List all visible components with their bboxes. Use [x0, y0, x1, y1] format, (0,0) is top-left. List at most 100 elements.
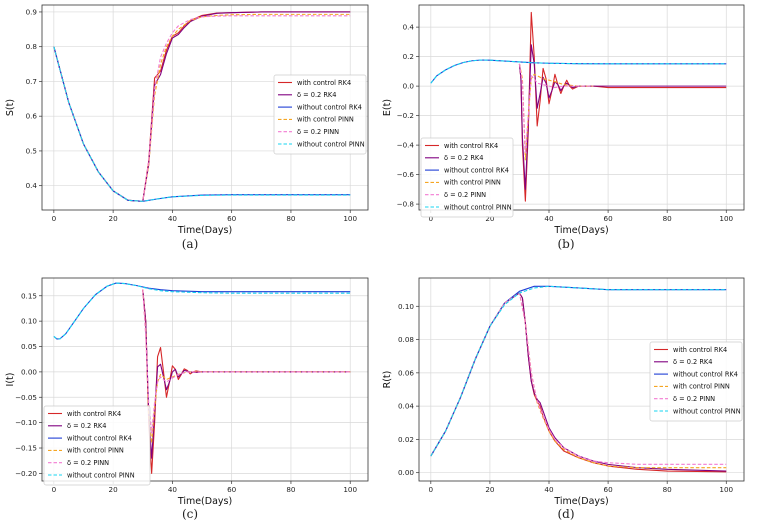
- y-tick-label: −0.20: [15, 469, 37, 478]
- legend-entry-label: without control RK4: [297, 103, 362, 111]
- y-tick-label: 0.00: [398, 468, 414, 477]
- legend-entry-label: δ = 0.2 PINN: [297, 128, 339, 136]
- x-axis-label: Time(Days): [553, 225, 608, 236]
- legend-entry-label: with control RK4: [67, 410, 121, 418]
- x-tick-label: 100: [719, 485, 733, 494]
- x-axis-label: Time(Days): [177, 496, 232, 507]
- y-axis-label: E(t): [382, 99, 393, 116]
- y-tick-label: −0.2: [397, 111, 414, 120]
- y-tick-label: 0.05: [21, 342, 37, 351]
- x-tick-label: 0: [429, 214, 434, 223]
- series-line-6: [430, 59, 727, 84]
- y-tick-label: 0.10: [21, 317, 37, 326]
- subfigure-caption: (c): [182, 507, 198, 521]
- y-tick-label: −0.6: [397, 170, 415, 179]
- x-tick-label: 20: [109, 214, 119, 223]
- legend-entry-label: with control RK4: [673, 346, 727, 354]
- series-line-4: [518, 63, 594, 161]
- series-line-4: [53, 13, 351, 202]
- legend-entry-label: with control PINN: [297, 116, 354, 124]
- y-tick-label: −0.8: [397, 200, 415, 209]
- legend-box: [420, 137, 514, 218]
- series-line-6: [53, 282, 351, 340]
- x-tick-label: 60: [227, 485, 237, 494]
- y-tick-label: 0.0: [403, 82, 415, 91]
- legend-box: [273, 74, 367, 155]
- legend-entry-label: without control PINN: [673, 407, 741, 415]
- axes-frame: [418, 4, 745, 211]
- legend-entry-label: with control RK4: [297, 79, 351, 87]
- legend-entry-label: without control PINN: [297, 140, 365, 148]
- y-tick-label: 0.06: [398, 368, 414, 377]
- legend-entry-label: δ = 0.2 PINN: [444, 191, 486, 199]
- legend-entry-label: with control RK4: [444, 142, 498, 150]
- y-tick-label: 0.7: [26, 77, 37, 86]
- x-tick-label: 40: [544, 214, 554, 223]
- axes-frame: [41, 4, 369, 211]
- x-tick-label: 20: [485, 214, 495, 223]
- legend-entry-label: without control RK4: [673, 370, 738, 378]
- x-tick-label: 40: [168, 214, 178, 223]
- series-line-2: [518, 44, 727, 190]
- legend-entry-label: with control PINN: [444, 179, 501, 187]
- x-axis-label: Time(Days): [553, 496, 608, 507]
- x-tick-label: 20: [485, 485, 495, 494]
- x-axis-label: Time(Days): [177, 225, 232, 236]
- y-tick-label: 0.8: [26, 42, 38, 51]
- chart-panel-3: 0 20 40 60 80 100 −0.20 −0.15 −0.10 −0.05 0.00 0.05…: [5, 277, 369, 521]
- x-tick-label: 60: [604, 485, 614, 494]
- x-tick-label: 20: [109, 485, 119, 494]
- x-tick-label: 80: [286, 214, 296, 223]
- y-tick-label: 0.6: [26, 112, 38, 121]
- subfigure-caption: (b): [557, 237, 574, 251]
- chart-panel-2: 0 20 40 60 80 100 −0.8 −0.6 −0.4 −0.2 0.0 0.2 0.4 Tim…: [382, 4, 745, 251]
- y-tick-label: 0.4: [26, 181, 38, 190]
- y-axis-label: I(t): [5, 373, 16, 387]
- legend-entry-label: without control PINN: [67, 471, 135, 479]
- series-line-6: [53, 46, 351, 202]
- axes-frame: [41, 277, 369, 482]
- y-tick-label: 0.15: [21, 291, 37, 300]
- legend-entry-label: δ = 0.2 RK4: [673, 358, 712, 366]
- x-tick-label: 80: [286, 485, 296, 494]
- legend-entry-label: without control RK4: [67, 434, 132, 442]
- y-tick-label: 0.02: [398, 435, 414, 444]
- chart-panel-1: 0 20 40 60 80 100 0.4 0.5 0.6 0.7 0.8 0.9 Time(Days)…: [5, 4, 369, 251]
- y-axis-label: S(t): [5, 99, 16, 116]
- legend: with control RK4 δ = 0.2 RK4 without contr…: [649, 341, 743, 422]
- subfigure-caption: (a): [182, 237, 199, 251]
- y-tick-label: 0.10: [398, 302, 414, 311]
- x-tick-label: 0: [429, 485, 434, 494]
- legend-box: [43, 405, 151, 486]
- legend-entry-label: without control PINN: [444, 203, 512, 211]
- x-tick-label: 60: [604, 214, 614, 223]
- y-tick-label: 0.00: [21, 367, 37, 376]
- y-tick-label: 0.9: [26, 7, 38, 16]
- y-tick-label: 0.04: [398, 402, 414, 411]
- y-tick-label: 0.5: [26, 146, 37, 155]
- x-tick-label: 0: [52, 485, 57, 494]
- x-tick-label: 40: [544, 485, 554, 494]
- x-tick-label: 80: [663, 485, 673, 494]
- x-tick-label: 100: [343, 214, 357, 223]
- x-tick-label: 40: [168, 485, 178, 494]
- legend-entry-label: δ = 0.2 RK4: [297, 91, 336, 99]
- y-tick-label: −0.05: [15, 393, 37, 402]
- legend-entry-label: without control RK4: [444, 166, 509, 174]
- legend-entry-label: δ = 0.2 PINN: [67, 459, 109, 467]
- axes-frame: [418, 277, 745, 482]
- x-tick-label: 80: [663, 214, 673, 223]
- legend: with control RK4 δ = 0.2 RK4 without contr…: [43, 405, 151, 486]
- legend-entry-label: δ = 0.2 RK4: [67, 422, 106, 430]
- series-line-5: [53, 15, 351, 202]
- y-tick-label: 0.08: [398, 335, 414, 344]
- legend-entry-label: δ = 0.2 RK4: [444, 154, 483, 162]
- x-tick-label: 60: [227, 214, 237, 223]
- series-line-6: [430, 285, 727, 457]
- subfigure-caption: (d): [557, 507, 574, 521]
- y-axis-label: R(t): [382, 371, 393, 389]
- y-tick-label: −0.4: [397, 141, 415, 150]
- x-tick-label: 100: [343, 485, 357, 494]
- legend-box: [649, 341, 743, 422]
